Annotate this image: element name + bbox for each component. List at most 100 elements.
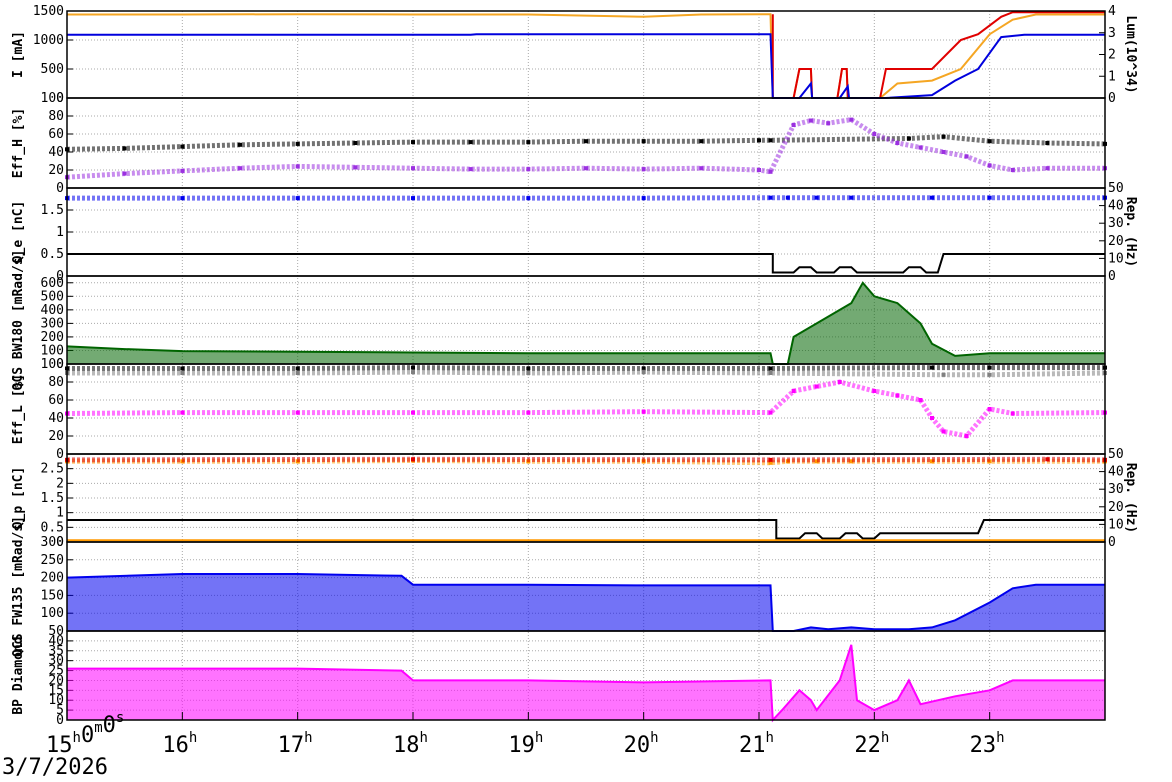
- y-tick-label: 5: [56, 703, 64, 718]
- data-point-4-0: [526, 366, 531, 371]
- data-point-1-0: [353, 141, 358, 145]
- data-point-4-1: [987, 372, 992, 377]
- data-point-2-0: [849, 195, 854, 200]
- data-point-1-1: [1010, 168, 1015, 172]
- y-tick-label: 60: [48, 393, 64, 408]
- data-point-4-2: [180, 410, 185, 415]
- data-point-1-1: [238, 166, 242, 171]
- y-tick-label: 0: [56, 181, 64, 196]
- y2-tick-label: 0: [1108, 91, 1116, 106]
- data-point-1-0: [295, 141, 300, 146]
- data-point-1-1: [122, 171, 127, 176]
- data-point-4-0: [987, 365, 992, 370]
- series-line-0-1: [771, 11, 1105, 99]
- y-tick-label: 0: [56, 447, 64, 462]
- data-point-5-1: [1045, 457, 1050, 462]
- y-tick-label: 2: [56, 476, 64, 491]
- data-point-1-0: [180, 144, 185, 149]
- data-point-1-0: [941, 134, 946, 139]
- x-tick-label: 22h: [854, 730, 889, 758]
- data-point-4-2: [526, 410, 531, 415]
- y-tick-label: 100: [41, 343, 64, 358]
- y-tick-label: 200: [41, 571, 64, 586]
- y2-tick-label: 4: [1108, 4, 1116, 19]
- data-point-2-0: [785, 195, 790, 200]
- series-line-2-1: [67, 253, 1105, 274]
- y-tick-label: 250: [41, 553, 64, 568]
- y-tick-label: 0: [56, 357, 64, 372]
- data-point-5-0: [814, 459, 819, 464]
- data-point-1-0: [699, 139, 704, 144]
- data-point-4-1: [180, 371, 185, 375]
- data-point-2-0: [295, 196, 300, 201]
- y-tick-label: 300: [41, 316, 64, 331]
- y-tick-label: 1500: [33, 4, 64, 19]
- y-tick-label: 35: [48, 644, 64, 659]
- data-point-5-0: [849, 459, 854, 464]
- data-point-1-0: [768, 138, 773, 143]
- y-axis-label: Q_e [nC]: [11, 201, 26, 264]
- y2-tick-label: 50: [1108, 447, 1124, 462]
- series-line-5-2: [67, 519, 1105, 540]
- data-point-2-0: [987, 195, 992, 200]
- data-point-1-1: [808, 118, 813, 123]
- data-point-4-1: [295, 371, 300, 375]
- data-point-4-1: [768, 371, 773, 375]
- y-tick-label: 300: [41, 535, 64, 550]
- data-point-4-2: [295, 410, 300, 415]
- data-point-1-0: [238, 142, 242, 147]
- data-point-1-0: [757, 138, 761, 143]
- data-point-4-2: [930, 416, 934, 420]
- y-tick-label: 40: [48, 411, 64, 426]
- y-tick-label: 500: [41, 62, 64, 77]
- x-tick-label: 16h: [162, 730, 197, 758]
- data-point-2-0: [930, 195, 934, 200]
- data-point-1-0: [411, 140, 415, 145]
- data-point-1-1: [584, 166, 588, 171]
- y2-axis-label: Rep. (Hz): [1123, 197, 1138, 267]
- data-point-1-0: [906, 136, 911, 141]
- y2-tick-label: 40: [1108, 465, 1124, 480]
- x-tick-label: 18h: [393, 730, 428, 758]
- y-tick-label: 20: [48, 163, 64, 178]
- data-point-1-1: [941, 150, 946, 154]
- data-point-5-0: [768, 460, 773, 465]
- panel-frame-7: [66, 630, 1106, 721]
- series-band-4-1: [67, 369, 1106, 378]
- y-tick-label: 0: [56, 91, 64, 106]
- data-point-4-2: [964, 434, 969, 438]
- data-point-1-0: [641, 139, 646, 144]
- y-tick-label: 1.5: [41, 491, 64, 506]
- series-area-6-0: [67, 574, 1105, 631]
- data-point-2-0: [768, 195, 773, 200]
- x-tick-label: 20h: [624, 730, 659, 758]
- series-area-3-0: [67, 282, 1105, 364]
- data-point-1-0: [526, 140, 531, 145]
- y2-tick-label: 20: [1108, 500, 1124, 515]
- y-tick-label: 40: [48, 634, 64, 649]
- series-line-0-0: [67, 13, 1105, 99]
- series-line-3-0: [66, 281, 1105, 365]
- data-point-1-1: [918, 145, 923, 150]
- data-point-1-1: [468, 167, 473, 172]
- data-point-4-2: [837, 380, 842, 384]
- data-point-1-1: [872, 132, 877, 136]
- data-point-1-0: [987, 139, 992, 144]
- data-point-4-2: [791, 389, 796, 393]
- series-band-4-2: [66, 379, 1106, 439]
- y-tick-label: 0: [56, 713, 64, 728]
- y-tick-label: 1: [56, 506, 64, 521]
- data-point-1-1: [849, 117, 854, 122]
- data-point-2-0: [526, 196, 531, 201]
- x-tick-label: 21h: [739, 730, 774, 758]
- y-tick-label: 200: [41, 330, 64, 345]
- data-point-1-1: [699, 166, 704, 171]
- y-tick-label: 100: [41, 91, 64, 106]
- y2-tick-label: 10: [1108, 251, 1124, 266]
- series-band-1-1: [66, 116, 1105, 180]
- series-band-4-0: [67, 365, 1105, 371]
- data-point-1-1: [757, 168, 761, 172]
- y-tick-label: 30: [48, 654, 64, 669]
- y2-tick-label: 0: [1108, 269, 1116, 284]
